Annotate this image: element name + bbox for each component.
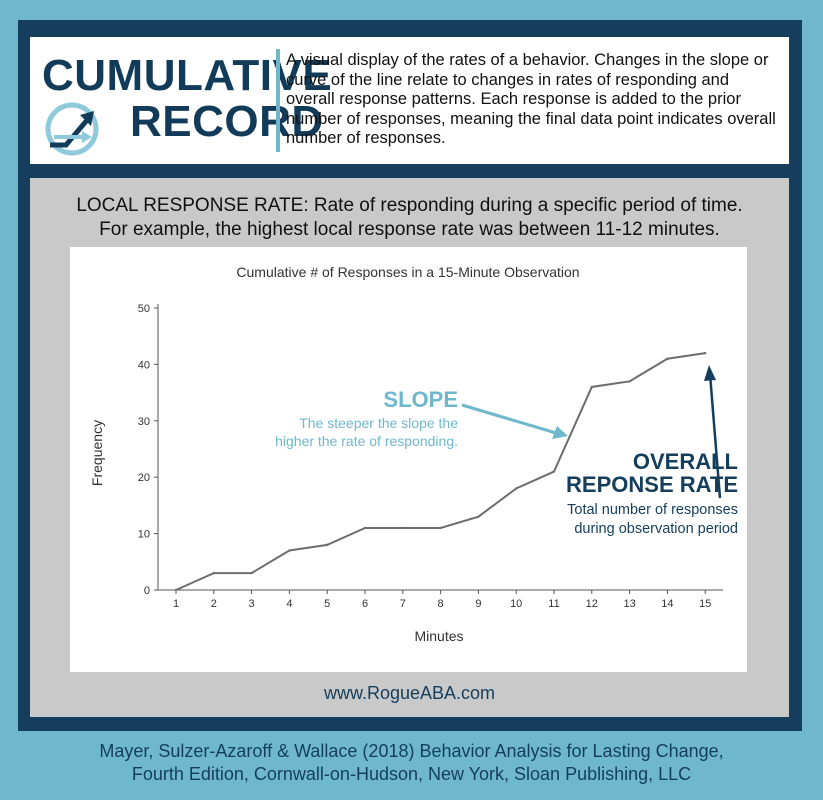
overall-arrow-head bbox=[704, 365, 716, 381]
x-axis-label: Minutes bbox=[414, 628, 463, 644]
data-point bbox=[477, 515, 480, 518]
local-response-rate: LOCAL RESPONSE RATE: Rate of responding … bbox=[30, 194, 789, 242]
data-point bbox=[552, 470, 556, 473]
x-tick-label: 11 bbox=[548, 598, 559, 610]
y-tick-label: 0 bbox=[144, 585, 150, 597]
overall-title-line1: OVERALL bbox=[633, 449, 738, 474]
x-tick-label: 2 bbox=[211, 598, 217, 610]
x-tick-label: 4 bbox=[286, 598, 292, 610]
x-tick-label: 14 bbox=[661, 598, 673, 610]
citation-line1: Mayer, Sulzer-Azaroff & Wallace (2018) B… bbox=[99, 741, 724, 761]
overall-text-line1: Total number of responses bbox=[567, 502, 738, 518]
slope-text-line2: higher the rate of responding. bbox=[275, 433, 458, 449]
data-point bbox=[439, 526, 442, 530]
overall-title-line2: REPONSE RATE bbox=[566, 472, 738, 497]
x-tick-label: 12 bbox=[586, 598, 598, 610]
x-tick-label: 1 bbox=[173, 598, 179, 610]
overall-arrow-line bbox=[708, 373, 722, 499]
y-tick-label: 30 bbox=[138, 416, 150, 428]
y-tick-label: 10 bbox=[138, 529, 150, 541]
data-point bbox=[174, 588, 178, 592]
logo-title-line1: CUMULATIVE bbox=[42, 51, 333, 100]
x-tick-label: 13 bbox=[623, 598, 635, 610]
slope-title: SLOPE bbox=[383, 387, 458, 412]
logo-title-line2: RECORD bbox=[130, 97, 324, 146]
citation: Mayer, Sulzer-Azaroff & Wallace (2018) B… bbox=[0, 740, 823, 786]
x-tick-label: 3 bbox=[249, 598, 255, 610]
data-point bbox=[288, 549, 291, 552]
header-description: A visual display of the rates of a behav… bbox=[286, 51, 776, 147]
data-point bbox=[363, 526, 367, 530]
header-divider bbox=[276, 49, 280, 152]
data-point bbox=[666, 357, 669, 360]
cumulative-chart: Cumulative # of Responses in a 15-Minute… bbox=[89, 264, 738, 644]
y-tick-label: 20 bbox=[138, 472, 150, 484]
header-card: CUMULATIVE RECORD A visual display of th… bbox=[30, 37, 789, 164]
local-rate-line2: For example, the highest local response … bbox=[99, 219, 720, 240]
citation-line2: Fourth Edition, Cornwall-on-Hudson, New … bbox=[131, 764, 692, 784]
data-point bbox=[515, 487, 518, 490]
data-point bbox=[590, 385, 593, 389]
x-tick-label: 7 bbox=[400, 598, 406, 610]
x-tick-label: 8 bbox=[438, 598, 444, 610]
overall-text-line2: during observation period bbox=[574, 521, 738, 537]
slope-arrow-head bbox=[552, 426, 568, 439]
x-tick-label: 15 bbox=[699, 598, 711, 610]
trend-arrow-icon bbox=[45, 102, 99, 156]
y-tick-label: 40 bbox=[138, 359, 150, 371]
website-link[interactable]: www.RogueABA.com bbox=[323, 683, 496, 703]
local-rate-line1: LOCAL RESPONSE RATE: Rate of responding … bbox=[76, 195, 743, 216]
y-tick-label: 50 bbox=[138, 303, 150, 315]
chart-title: Cumulative # of Responses in a 15-Minute… bbox=[236, 264, 579, 280]
x-tick-label: 5 bbox=[324, 598, 330, 610]
data-point bbox=[212, 571, 215, 575]
x-tick-label: 9 bbox=[475, 598, 481, 610]
data-point bbox=[401, 526, 404, 530]
slope-arrow-line bbox=[461, 403, 557, 435]
data-point bbox=[628, 380, 631, 383]
data-point bbox=[704, 351, 707, 355]
content-panel: LOCAL RESPONSE RATE: Rate of responding … bbox=[30, 178, 789, 717]
data-point bbox=[250, 571, 253, 575]
chart-container: Cumulative # of Responses in a 15-Minute… bbox=[70, 247, 747, 672]
x-tick-label: 6 bbox=[362, 598, 368, 610]
slope-text-line1: The steeper the slope the bbox=[299, 415, 458, 431]
y-axis-label: Frequency bbox=[89, 420, 105, 486]
data-point bbox=[326, 543, 329, 547]
x-tick-label: 10 bbox=[510, 598, 522, 610]
